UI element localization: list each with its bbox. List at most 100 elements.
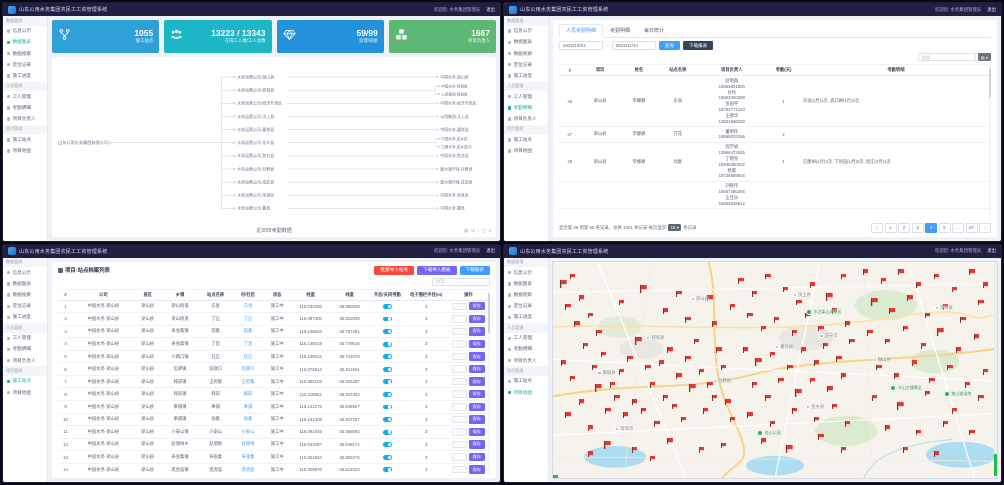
toolbox-icon[interactable]: ▤ [463, 227, 469, 233]
radius-input[interactable] [451, 302, 467, 311]
site-flag-marker[interactable] [698, 447, 705, 453]
village-link[interactable]: 韩岗 [243, 391, 253, 397]
radius-input[interactable] [451, 377, 467, 386]
site-flag-marker[interactable] [645, 364, 651, 371]
sidebar-item[interactable]: 数据视察 [504, 289, 548, 300]
site-flag-marker[interactable] [614, 395, 620, 401]
site-flag-marker[interactable] [947, 364, 953, 371]
site-flag-marker[interactable] [688, 384, 697, 392]
sidebar-item[interactable]: 工人管理 [504, 91, 548, 102]
site-flag-marker[interactable] [769, 421, 776, 427]
site-flag-marker[interactable] [671, 403, 678, 410]
sidebar-item[interactable]: 定位记录 [3, 301, 47, 312]
site-flag-marker[interactable] [871, 395, 878, 401]
attendance-toggle[interactable] [382, 316, 392, 322]
site-flag-marker[interactable] [897, 401, 905, 410]
village-link[interactable]: 拳铺 [243, 403, 253, 409]
site-flag-marker[interactable] [742, 347, 749, 354]
save-button[interactable]: 保存 [468, 339, 486, 349]
logout-link[interactable]: 退出 [486, 248, 495, 253]
site-flag-marker[interactable] [639, 284, 648, 293]
toolbox-icon[interactable]: ≡ [488, 227, 491, 233]
site-flag-marker[interactable] [649, 382, 656, 388]
radius-input[interactable] [451, 390, 467, 398]
village-link[interactable]: 寿张集 [241, 454, 255, 460]
poi-marker[interactable]: 独山湖湿地 [943, 391, 971, 398]
site-flag-marker[interactable] [902, 325, 909, 332]
site-flag-marker[interactable] [587, 312, 594, 319]
site-flag-marker[interactable] [760, 325, 767, 332]
site-flag-marker[interactable] [618, 369, 625, 375]
site-flag-marker[interactable] [676, 373, 682, 379]
site-flag-marker[interactable] [720, 364, 727, 371]
columns-dropdown-button[interactable]: ▤ ▾ [977, 53, 991, 62]
site-flag-marker[interactable] [707, 382, 713, 388]
radius-input[interactable] [451, 315, 467, 323]
save-button[interactable]: 保存 [468, 390, 486, 399]
site-flag-marker[interactable] [933, 451, 940, 457]
sidebar-item[interactable]: 信息公示 [504, 26, 548, 37]
page-button[interactable]: ... [952, 222, 964, 233]
tab-考勤明细[interactable]: 考勤明细 [610, 28, 631, 35]
radius-input[interactable] [451, 327, 467, 336]
page-button[interactable]: ‹ [871, 222, 883, 233]
attendance-toggle[interactable] [382, 454, 392, 460]
attendance-toggle[interactable] [382, 341, 392, 347]
date-to-input[interactable]: 2022/11/24 [611, 41, 656, 51]
site-flag-marker[interactable] [702, 408, 709, 414]
site-flag-marker[interactable] [649, 455, 656, 462]
sidebar-item[interactable]: 项目地图 [504, 387, 548, 398]
sidebar-item[interactable]: 数据视察 [3, 48, 47, 59]
radius-input[interactable] [451, 453, 467, 461]
attendance-toggle[interactable] [382, 417, 392, 422]
attendance-toggle[interactable] [382, 304, 392, 309]
site-flag-marker[interactable] [840, 373, 847, 379]
radius-input[interactable] [451, 340, 467, 348]
site-flag-marker[interactable] [831, 403, 838, 410]
site-flag-marker[interactable] [623, 412, 629, 418]
site-flag-marker[interactable] [663, 395, 669, 401]
site-flag-marker[interactable] [751, 291, 758, 297]
site-flag-marker[interactable] [982, 369, 989, 375]
site-flag-marker[interactable] [933, 273, 940, 280]
site-flag-marker[interactable] [765, 395, 771, 401]
site-flag-marker[interactable] [685, 356, 691, 362]
sidebar-item[interactable]: 考勤明细 [3, 102, 47, 113]
village-link[interactable]: 丁庄 [243, 315, 253, 321]
site-flag-marker[interactable] [587, 425, 594, 431]
page-button[interactable]: › [979, 222, 991, 233]
save-button[interactable]: 保存 [468, 327, 486, 336]
site-flag-marker[interactable] [960, 317, 966, 323]
site-flag-marker[interactable] [800, 347, 807, 354]
sidebar-item[interactable]: 项目负责人 [3, 355, 47, 366]
village-link[interactable]: 小安山 [241, 428, 255, 434]
sidebar-item[interactable]: 工人管理 [3, 91, 47, 102]
site-flag-marker[interactable] [667, 347, 673, 354]
site-flag-marker[interactable] [845, 321, 851, 328]
site-flag-marker[interactable] [569, 375, 576, 382]
toolbox-icon[interactable]: ↺ [470, 227, 475, 233]
site-flag-marker[interactable] [600, 351, 607, 358]
sidebar-item[interactable]: 项目负责人 [504, 355, 548, 366]
attendance-toggle[interactable] [382, 392, 392, 397]
poi-marker[interactable]: 金山公园 [757, 430, 781, 437]
site-flag-marker[interactable] [849, 338, 855, 345]
site-flag-marker[interactable] [964, 382, 971, 388]
site-flag-marker[interactable] [578, 399, 585, 405]
site-flag-marker[interactable] [565, 304, 571, 310]
attendance-toggle[interactable] [382, 429, 392, 435]
sidebar-item[interactable]: 项目地图 [3, 387, 47, 398]
attendance-toggle[interactable] [382, 379, 392, 385]
search-input[interactable] [917, 53, 976, 62]
site-flag-marker[interactable] [978, 395, 984, 401]
site-flag-marker[interactable] [711, 321, 718, 328]
save-button[interactable]: 保存 [468, 440, 486, 449]
site-flag-marker[interactable] [565, 412, 571, 418]
sidebar-item[interactable]: 考勤明细 [504, 102, 548, 113]
page-button[interactable]: 2 [898, 222, 910, 233]
site-flag-marker[interactable] [751, 382, 758, 388]
action-button[interactable]: 批量导入站点 [374, 265, 415, 275]
village-link[interactable]: 任庄 [243, 353, 253, 359]
site-flag-marker[interactable] [595, 384, 603, 392]
attendance-toggle[interactable] [382, 366, 392, 372]
